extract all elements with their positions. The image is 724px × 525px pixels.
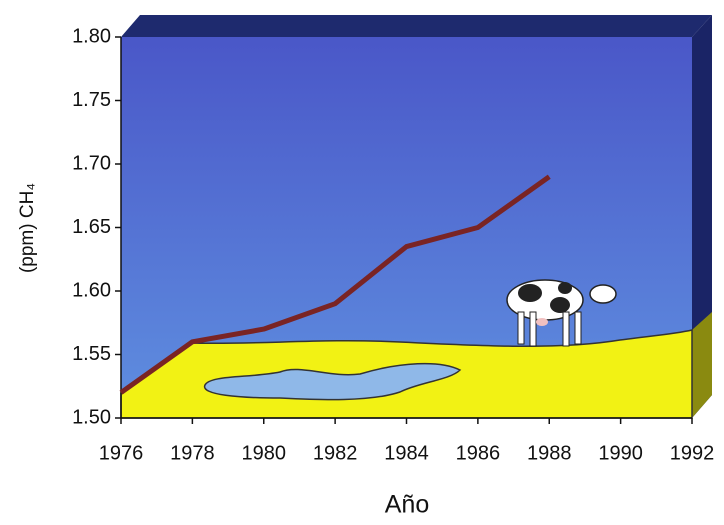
x-tick-label: 1984 [384, 442, 429, 464]
chart: Año (ppm) CH₄ 1.50 1.55 1.60 1.65 1.70 1.75 1.… [0, 0, 724, 525]
y-tick-label: 1.60 [72, 279, 111, 301]
x-tick-label: 1988 [527, 442, 572, 464]
x-tick-label: 1992 [670, 442, 715, 464]
y-tick-label: 1.75 [72, 89, 111, 111]
x-tick-label: 1990 [598, 442, 643, 464]
x-tick-label: 1976 [99, 442, 144, 464]
y-tick-label: 1.50 [72, 406, 111, 428]
scenery [121, 15, 712, 418]
y-axis-label: (ppm) CH₄ [17, 183, 38, 273]
x-axis-label: Año [385, 491, 429, 519]
y-tick-label: 1.55 [72, 343, 111, 365]
y-tick-label: 1.65 [72, 216, 111, 238]
x-tick-label: 1980 [242, 442, 287, 464]
y-tick-label: 1.70 [72, 152, 111, 174]
x-tick-label: 1978 [170, 442, 215, 464]
x-tick-label: 1982 [313, 442, 358, 464]
y-tick-label: 1.80 [72, 25, 111, 47]
x-tick-label: 1986 [456, 442, 501, 464]
